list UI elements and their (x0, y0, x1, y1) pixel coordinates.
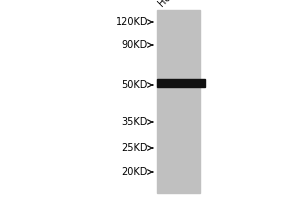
Text: 35KD: 35KD (122, 117, 148, 127)
Text: Heart: Heart (156, 0, 182, 8)
Bar (157, 79, 205, 87)
Text: 20KD: 20KD (122, 167, 148, 177)
Text: 90KD: 90KD (122, 40, 148, 50)
Text: 25KD: 25KD (122, 143, 148, 153)
Text: 120KD: 120KD (116, 17, 148, 27)
Bar (157, 10, 200, 193)
Text: 50KD: 50KD (122, 80, 148, 90)
